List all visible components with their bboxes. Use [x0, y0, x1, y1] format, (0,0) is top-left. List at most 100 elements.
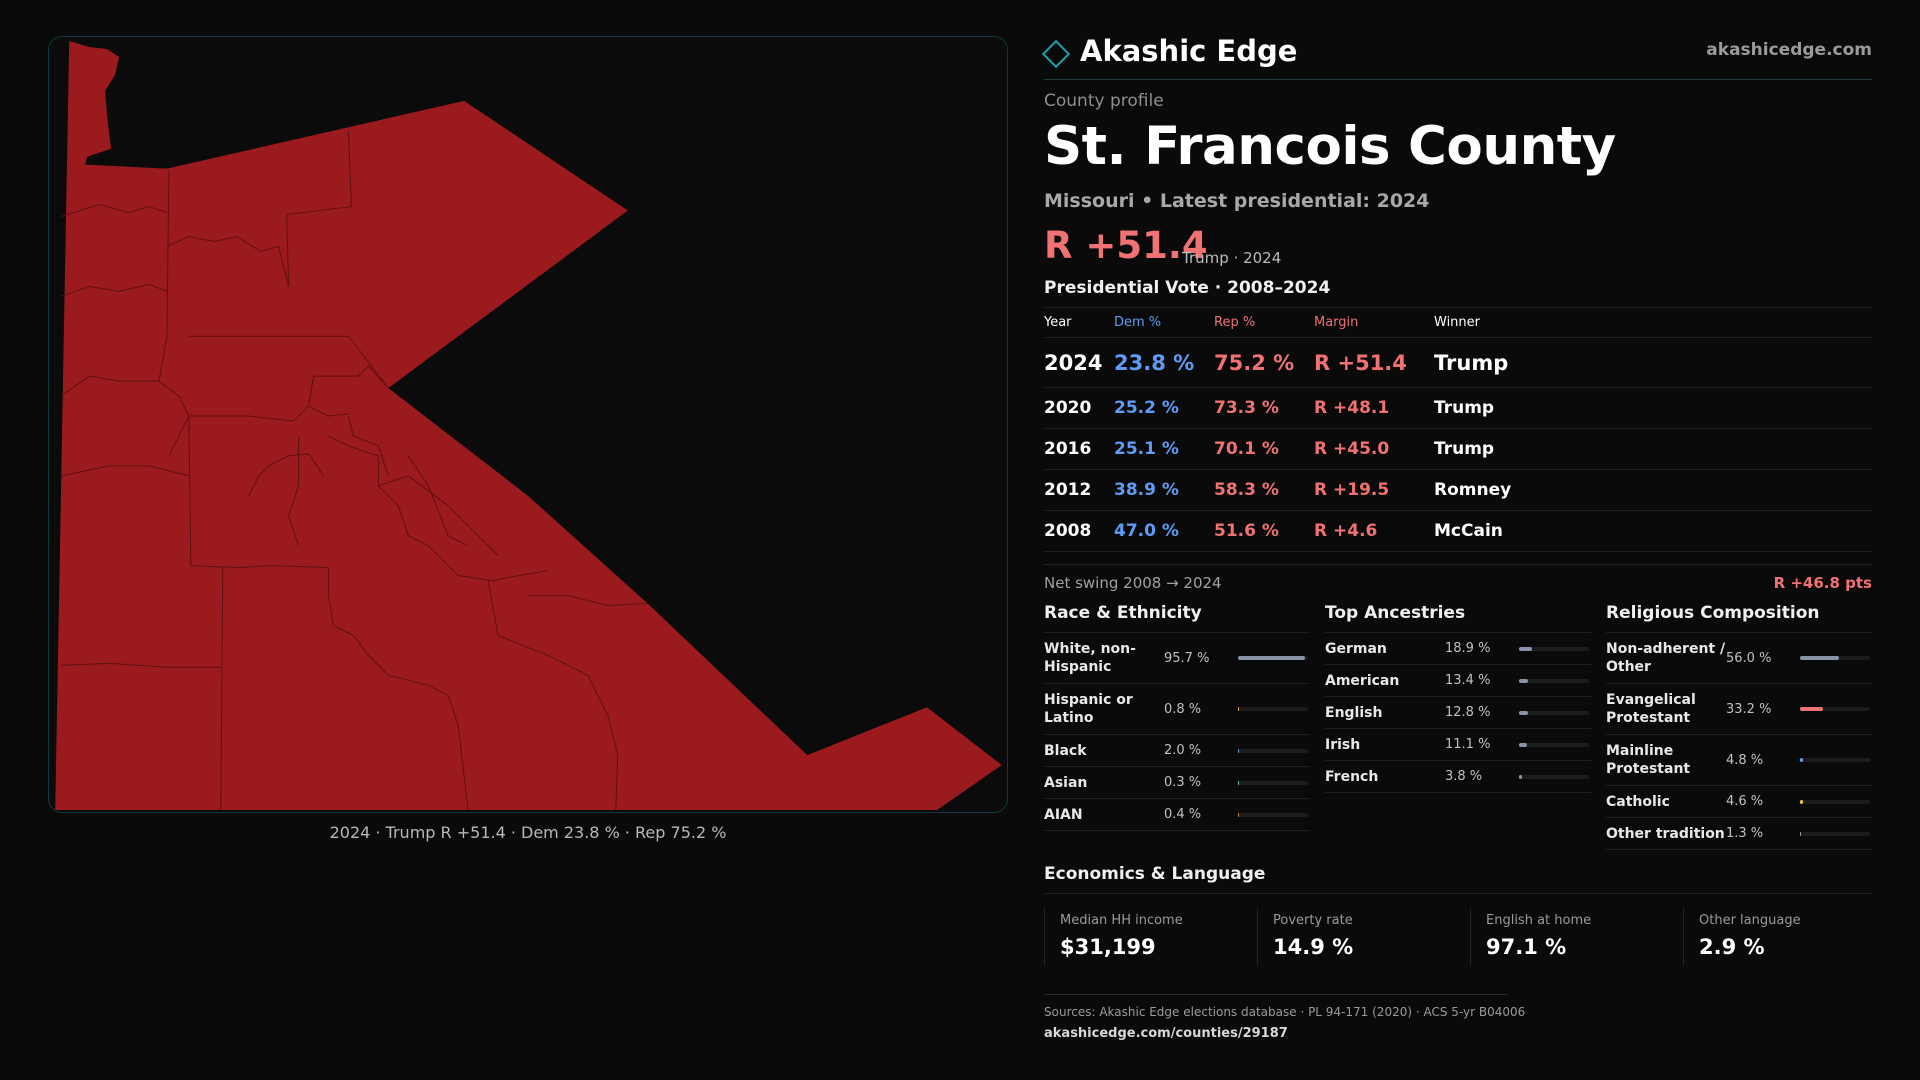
divider [1044, 893, 1872, 894]
list-item: English 12.8 % [1325, 697, 1591, 729]
item-bar-fill [1800, 707, 1824, 711]
item-bar [1800, 656, 1870, 660]
item-value: 18.9 % [1445, 641, 1491, 656]
stat-value: 14.9 % [1273, 935, 1354, 959]
county-shape[interactable] [55, 40, 1002, 811]
list-item: Irish 11.1 % [1325, 729, 1591, 761]
item-value: 0.3 % [1164, 775, 1202, 790]
item-label: French [1325, 768, 1379, 785]
item-bar-fill [1519, 774, 1522, 779]
item-bar-fill [1238, 748, 1240, 753]
economics-title: Economics & Language [1044, 864, 1266, 884]
page-kicker: County profile [1044, 91, 1164, 111]
row-winner: Romney [1434, 469, 1872, 511]
item-bar [1238, 780, 1308, 785]
item-bar [1519, 742, 1589, 747]
source-url-link[interactable]: akashicedge.com/counties/29187 [1044, 1026, 1288, 1041]
county-map[interactable] [48, 36, 1008, 813]
row-rep: 58.3 % [1214, 469, 1314, 511]
table-row: 2016 25.1 % 70.1 % R +45.0 Trump [1044, 428, 1872, 470]
vote-section-title: Presidential Vote · 2008–2024 [1044, 278, 1331, 298]
item-label: Catholic [1606, 793, 1670, 810]
page-title: St. Francois County [1044, 116, 1616, 177]
item-label: Asian [1044, 774, 1088, 791]
list-item: AIAN 0.4 % [1044, 799, 1310, 831]
ancestries-panel: Top Ancestries German 18.9 % American 13… [1325, 601, 1591, 793]
item-value: 56.0 % [1726, 650, 1772, 666]
row-winner: Trump [1434, 428, 1872, 470]
item-value: 0.8 % [1164, 701, 1202, 717]
row-dem: 25.2 % [1114, 387, 1214, 429]
net-swing-label: Net swing 2008 → 2024 [1044, 574, 1222, 592]
stat-value: 2.9 % [1699, 935, 1765, 959]
item-bar [1519, 710, 1589, 715]
row-rep: 51.6 % [1214, 510, 1314, 552]
item-bar-fill [1800, 799, 1804, 804]
item-value: 12.8 % [1445, 705, 1491, 720]
list-item: Non-adherent / Other 56.0 % [1606, 633, 1872, 684]
item-bar [1519, 646, 1589, 651]
net-swing-row: Net swing 2008 → 2024 R +46.8 pts [1044, 564, 1872, 600]
item-bar [1800, 799, 1870, 804]
list-item: Catholic 4.6 % [1606, 786, 1872, 818]
item-bar-fill [1238, 656, 1305, 660]
item-value: 1.3 % [1726, 826, 1764, 841]
list-item: Hispanic or Latino 0.8 % [1044, 684, 1310, 735]
stat-label: Median HH income [1060, 913, 1183, 928]
item-label: Hispanic or Latino [1044, 692, 1133, 726]
row-year: 2016 [1044, 428, 1114, 470]
col-margin: Margin [1314, 307, 1434, 338]
religion-panel: Religious Composition Non-adherent / Oth… [1606, 601, 1872, 850]
row-dem: 38.9 % [1114, 469, 1214, 511]
stat-other-language: Other language 2.9 % [1683, 908, 1896, 966]
row-year: 2012 [1044, 469, 1114, 511]
brand-name[interactable]: Akashic Edge [1080, 34, 1298, 68]
precinct-boundaries [60, 130, 648, 811]
table-row: 2008 47.0 % 51.6 % R +4.6 McCain [1044, 510, 1872, 552]
brand-url-link[interactable]: akashicedge.com [1706, 40, 1872, 60]
row-margin: R +51.4 [1314, 337, 1434, 388]
item-bar-fill [1800, 831, 1802, 836]
item-value: 3.8 % [1445, 769, 1483, 784]
religion-title: Religious Composition [1606, 601, 1872, 633]
item-label: AIAN [1044, 806, 1083, 823]
list-item: Evangelical Protestant 33.2 % [1606, 684, 1872, 735]
stat-label: English at home [1486, 913, 1592, 928]
race-ethnicity-title: Race & Ethnicity [1044, 601, 1310, 633]
item-value: 0.4 % [1164, 807, 1202, 822]
item-value: 33.2 % [1726, 701, 1772, 717]
item-label: Other tradition [1606, 825, 1725, 842]
divider [1044, 994, 1508, 995]
item-bar-fill [1519, 678, 1529, 683]
item-label: Black [1044, 742, 1087, 759]
diamond-outline-icon [1041, 39, 1071, 69]
race-ethnicity-panel: Race & Ethnicity White, non-Hispanic 95.… [1044, 601, 1310, 831]
row-margin: R +48.1 [1314, 387, 1434, 429]
table-row: 2024 23.8 % 75.2 % R +51.4 Trump [1044, 337, 1872, 388]
row-rep: 73.3 % [1214, 387, 1314, 429]
item-bar [1800, 707, 1870, 711]
list-item: Black 2.0 % [1044, 735, 1310, 767]
headline-note: Trump · 2024 [1182, 249, 1282, 267]
col-year: Year [1044, 307, 1114, 338]
list-item: Other tradition 1.3 % [1606, 818, 1872, 850]
row-winner: Trump [1434, 387, 1872, 429]
stat-label: Poverty rate [1273, 913, 1353, 928]
item-bar-fill [1519, 710, 1528, 715]
item-value: 11.1 % [1445, 737, 1491, 752]
stat-poverty-rate: Poverty rate 14.9 % [1257, 908, 1470, 966]
row-margin: R +19.5 [1314, 469, 1434, 511]
item-label: Non-adherent / Other [1606, 641, 1726, 675]
list-item: Mainline Protestant 4.8 % [1606, 735, 1872, 786]
list-item: White, non-Hispanic 95.7 % [1044, 633, 1310, 684]
list-item: French 3.8 % [1325, 761, 1591, 793]
row-margin: R +45.0 [1314, 428, 1434, 470]
item-bar [1238, 812, 1308, 817]
vote-table-header: Year Dem % Rep % Margin Winner [1044, 307, 1872, 338]
row-dem: 23.8 % [1114, 337, 1214, 388]
item-bar-fill [1519, 742, 1527, 747]
headline-margin: R +51.4 [1044, 224, 1208, 267]
item-bar-fill [1238, 812, 1240, 817]
col-winner: Winner [1434, 307, 1872, 338]
row-dem: 25.1 % [1114, 428, 1214, 470]
